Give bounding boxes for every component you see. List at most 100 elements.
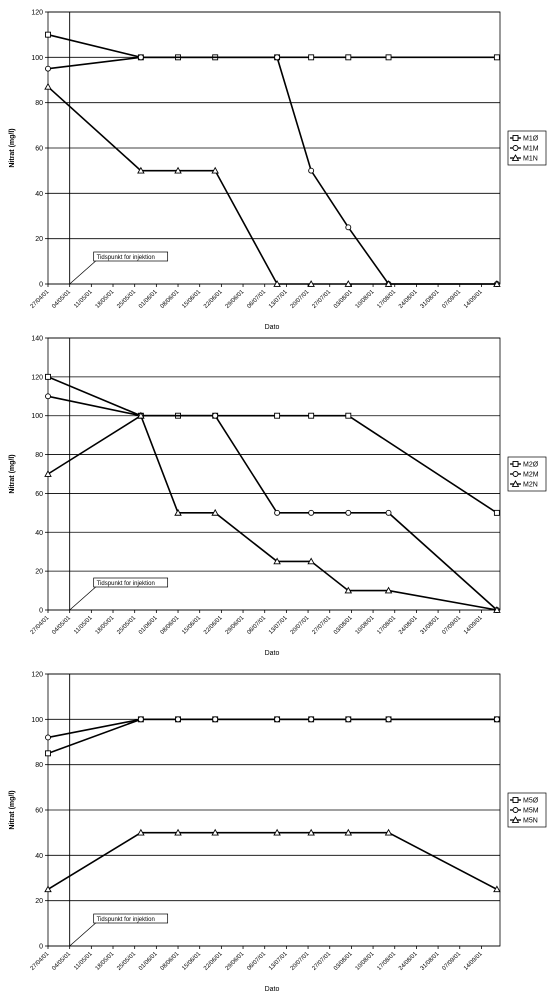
x-tick-label: 24/08/01 bbox=[398, 615, 419, 636]
annotation-box bbox=[93, 577, 169, 588]
x-tick-label: 01/06/01 bbox=[138, 289, 159, 310]
square-marker bbox=[345, 412, 352, 419]
square-marker bbox=[512, 461, 519, 467]
triangle-marker bbox=[384, 280, 393, 287]
y-tick-label: 120 bbox=[31, 374, 43, 381]
x-tick-label: 10/08/01 bbox=[355, 951, 376, 972]
y-tick-label: 20 bbox=[35, 569, 43, 576]
circle-marker bbox=[274, 716, 281, 723]
square-marker bbox=[385, 54, 392, 61]
x-tick-label: 11/05/01 bbox=[73, 951, 94, 972]
triangle-marker bbox=[273, 828, 281, 836]
x-tick-label: 13/07/01 bbox=[268, 951, 289, 972]
x-tick-label: 25/05/01 bbox=[116, 615, 137, 636]
y-tick-label: 120 bbox=[31, 672, 43, 679]
x-tick-label: 11/05/01 bbox=[73, 289, 94, 310]
x-tick-label: 31/08/01 bbox=[420, 289, 441, 310]
series-line bbox=[47, 395, 498, 611]
x-tick-label: 14/09/01 bbox=[463, 615, 484, 636]
x-tick-label: 04/05/01 bbox=[51, 951, 72, 972]
x-tick-label: 27/07/01 bbox=[311, 951, 332, 972]
series-square bbox=[45, 373, 500, 516]
x-tick-label: 14/09/01 bbox=[463, 289, 484, 310]
x-tick-label: 01/06/01 bbox=[138, 615, 159, 636]
x-tick-label: 24/08/01 bbox=[398, 951, 419, 972]
x-tick-label: 22/06/01 bbox=[203, 615, 224, 636]
square-marker bbox=[512, 135, 519, 141]
triangle-marker bbox=[384, 586, 393, 594]
circle-marker bbox=[212, 716, 219, 723]
x-tick-label: 17/08/01 bbox=[376, 289, 397, 310]
y-axis-title: Nitrat (mg/l) bbox=[9, 454, 16, 493]
legend-label: M1N bbox=[523, 156, 538, 163]
series-triangle bbox=[44, 828, 501, 893]
x-tick-label: 27/07/01 bbox=[311, 289, 332, 310]
y-tick-label: 60 bbox=[35, 491, 43, 498]
x-tick-label: 03/08/01 bbox=[333, 289, 354, 310]
series-line bbox=[47, 56, 497, 285]
y-tick-label: 120 bbox=[31, 10, 43, 17]
annotation-leader bbox=[69, 586, 96, 611]
circle-marker bbox=[274, 54, 281, 61]
x-tick-label: 25/05/01 bbox=[116, 289, 137, 310]
x-tick-label: 07/09/01 bbox=[441, 289, 462, 310]
triangle-marker bbox=[511, 480, 520, 487]
circle-marker bbox=[212, 412, 219, 419]
x-tick-label: 01/06/01 bbox=[138, 951, 159, 972]
square-marker bbox=[45, 31, 51, 38]
triangle-marker bbox=[493, 885, 501, 893]
square-marker bbox=[308, 54, 315, 61]
square-marker bbox=[493, 54, 500, 61]
x-tick-label: 08/06/01 bbox=[160, 615, 181, 636]
y-tick-label: 40 bbox=[35, 853, 43, 860]
y-tick-label: 40 bbox=[35, 191, 43, 198]
annotation-box bbox=[93, 913, 169, 924]
x-tick-label: 04/05/01 bbox=[51, 289, 72, 310]
triangle-marker bbox=[344, 586, 353, 594]
y-axis-title: Nitrat (mg/l) bbox=[9, 790, 16, 829]
plot-area bbox=[47, 673, 501, 947]
series-triangle bbox=[44, 82, 501, 287]
y-tick-label: 20 bbox=[35, 236, 43, 243]
triangle-marker bbox=[344, 280, 353, 287]
series-line bbox=[47, 831, 498, 891]
triangle-marker bbox=[174, 828, 182, 836]
x-tick-label: 18/05/01 bbox=[95, 289, 116, 310]
triangle-marker bbox=[493, 280, 501, 287]
x-tick-label: 14/09/01 bbox=[463, 951, 484, 972]
x-tick-label: 18/05/01 bbox=[95, 615, 116, 636]
triangle-marker bbox=[307, 828, 315, 836]
y-tick-label: 100 bbox=[31, 413, 43, 420]
plot-area bbox=[47, 337, 501, 611]
y-tick-label: 0 bbox=[39, 282, 43, 289]
circle-marker bbox=[345, 224, 352, 231]
y-tick-label: 80 bbox=[35, 100, 43, 107]
square-marker bbox=[512, 797, 519, 803]
x-tick-label: 10/08/01 bbox=[355, 289, 376, 310]
x-axis-title: Dato bbox=[265, 324, 280, 331]
circle-marker bbox=[308, 716, 315, 723]
circle-marker bbox=[45, 65, 51, 72]
legend-label: M2N bbox=[523, 482, 538, 489]
circle-marker bbox=[308, 167, 315, 174]
x-tick-label: 08/06/01 bbox=[160, 289, 181, 310]
legend-label: M1Ø bbox=[523, 136, 539, 143]
triangle-marker bbox=[211, 166, 219, 174]
x-tick-label: 31/08/01 bbox=[420, 951, 441, 972]
x-tick-label: 22/06/01 bbox=[203, 289, 224, 310]
y-tick-label: 0 bbox=[39, 944, 43, 951]
legend-label: M5Ø bbox=[523, 798, 539, 805]
circle-marker bbox=[137, 54, 144, 61]
y-tick-label: 60 bbox=[35, 146, 43, 153]
x-tick-label: 31/08/01 bbox=[420, 615, 441, 636]
triangle-marker bbox=[273, 280, 281, 287]
circle-marker bbox=[512, 471, 519, 477]
square-marker bbox=[45, 750, 51, 757]
x-tick-label: 03/08/01 bbox=[333, 615, 354, 636]
circle-marker bbox=[512, 145, 519, 151]
x-tick-label: 20/07/01 bbox=[290, 289, 311, 310]
x-tick-label: 25/05/01 bbox=[116, 951, 137, 972]
x-tick-label: 13/07/01 bbox=[268, 615, 289, 636]
